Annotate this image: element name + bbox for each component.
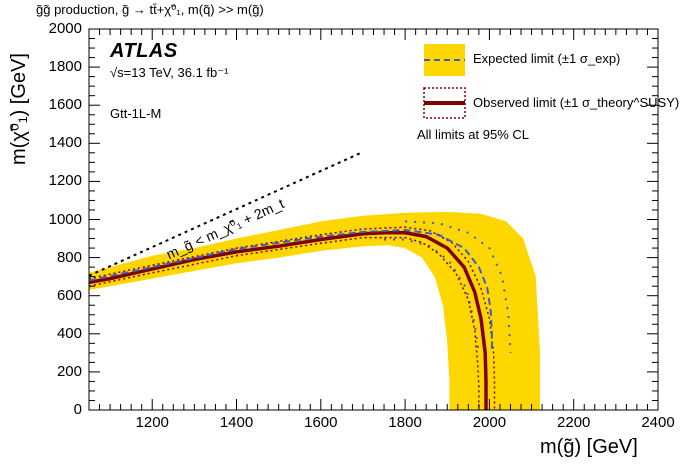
axis-ticks [88, 28, 659, 411]
x-tick-label: 2200 [557, 414, 591, 431]
y-tick-label: 1200 [48, 172, 82, 190]
signal-region-label: Gtt-1L-M [110, 106, 162, 121]
x-tick-label: 1200 [135, 414, 169, 431]
legend-symbols [423, 44, 466, 119]
y-tick-label: 1800 [48, 58, 82, 76]
process-header: g̃g̃ production, g̃ → tt̄+χ̃⁰₁, m(q̃) >>… [36, 2, 264, 17]
y-tick-label: 800 [56, 248, 82, 266]
y-tick-label: 400 [56, 324, 82, 342]
observed-theory-down-line [89, 236, 480, 410]
atlas-label: ATLAS [110, 40, 178, 62]
expected-plus-sigma-line [405, 220, 512, 353]
kinematic-limit-line [89, 150, 364, 277]
y-tick-label: 1400 [48, 134, 82, 152]
x-tick-label: 1400 [219, 414, 254, 431]
legend-observed-label: Observed limit (±1 σ_theory^SUSY) [473, 95, 680, 110]
y-tick-label: 200 [56, 362, 82, 380]
x-tick-label: 1600 [304, 414, 338, 431]
expected-band-area [89, 211, 540, 410]
y-tick-label: 2000 [48, 20, 82, 37]
y-axis-label: m(χ̃⁰₁) [GeV] [8, 53, 30, 165]
legend-expected-label: Expected limit (±1 σ_exp) [473, 51, 621, 66]
limit-lines-layer [89, 150, 512, 410]
x-tick-label: 1800 [388, 414, 422, 431]
observed-limit-line [89, 231, 488, 410]
expected-band-layer [89, 211, 540, 410]
x-axis-label: m(g̃) [GeV] [540, 436, 638, 458]
y-tick-label: 0 [73, 401, 82, 418]
x-tick-label: 2000 [472, 414, 507, 431]
y-tick-label: 1600 [48, 96, 82, 114]
y-tick-label: 1000 [48, 210, 82, 228]
legend-cl-note: All limits at 95% CL [417, 127, 529, 142]
expected-limit-line [89, 228, 493, 349]
energy-luminosity-label: √s=13 TeV, 36.1 fb⁻¹ [110, 65, 229, 80]
x-tick-label: 2400 [641, 414, 675, 431]
y-tick-label: 600 [56, 286, 82, 304]
